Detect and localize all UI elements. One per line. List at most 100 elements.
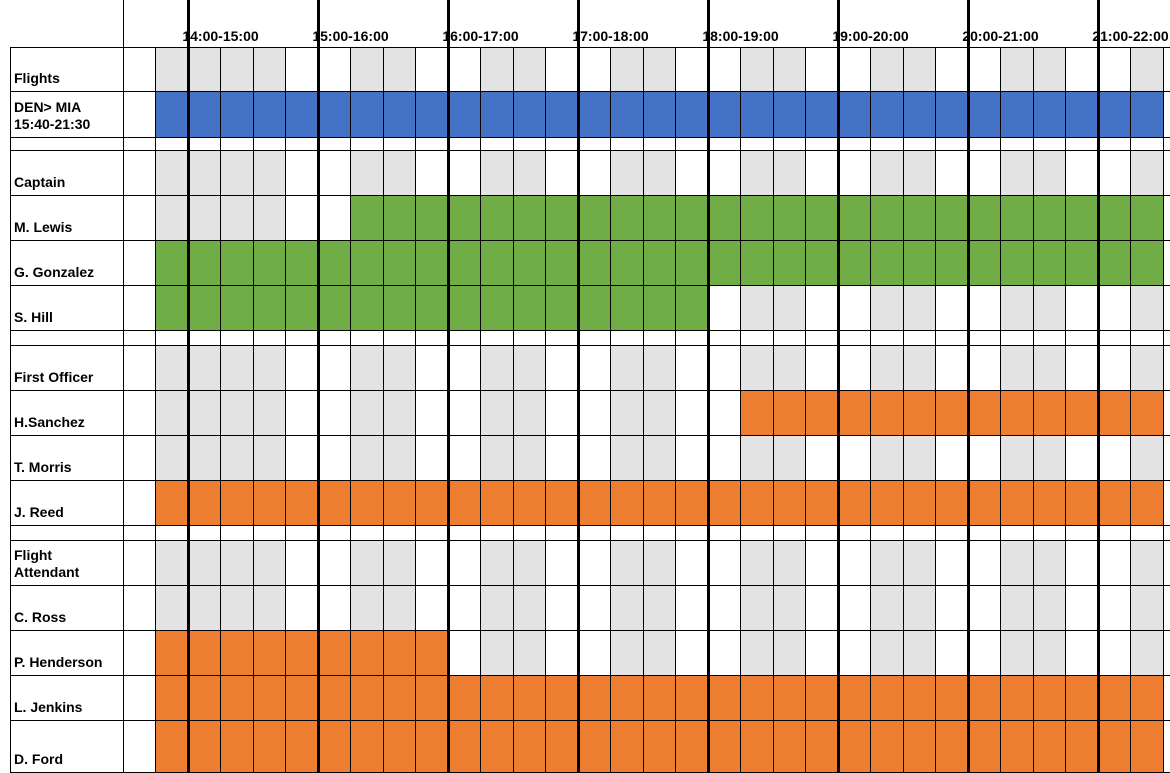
schedule-cell (708, 285, 741, 330)
schedule-cell (968, 137, 1001, 150)
schedule-cell (221, 390, 254, 435)
schedule-cell (481, 435, 514, 480)
schedule-cell (156, 480, 189, 525)
schedule-cell (968, 345, 1001, 390)
schedule-cell (123, 195, 156, 240)
schedule-cell (286, 720, 319, 772)
schedule-cell (513, 540, 546, 585)
schedule-cell (643, 480, 676, 525)
schedule-cell (741, 150, 774, 195)
schedule-cell (838, 195, 871, 240)
schedule-cell (838, 390, 871, 435)
schedule-cell (773, 137, 806, 150)
schedule-cell (676, 240, 709, 285)
schedule-cell (513, 47, 546, 91)
schedule-cell (253, 285, 286, 330)
schedule-cell (1066, 675, 1099, 720)
schedule-cell (1098, 345, 1131, 390)
schedule-cell (351, 540, 384, 585)
schedule-cell (773, 585, 806, 630)
schedule-cell (676, 630, 709, 675)
schedule-cell (286, 540, 319, 585)
schedule-cell (1033, 345, 1066, 390)
schedule-cell (741, 630, 774, 675)
schedule-cell (286, 585, 319, 630)
grid-vline (123, 0, 124, 772)
schedule-cell (156, 195, 189, 240)
schedule-cell (513, 330, 546, 345)
schedule-cell (611, 525, 644, 540)
schedule-cell (448, 480, 481, 525)
schedule-cell (773, 720, 806, 772)
schedule-cell (481, 525, 514, 540)
schedule-cell (481, 330, 514, 345)
schedule-cell (286, 330, 319, 345)
schedule-cell (546, 720, 579, 772)
schedule-cell (416, 195, 449, 240)
schedule-cell (123, 91, 156, 137)
schedule-cell (1033, 390, 1066, 435)
schedule-cell (676, 195, 709, 240)
schedule-cell (416, 345, 449, 390)
schedule-cell (611, 390, 644, 435)
schedule-cell (318, 330, 351, 345)
schedule-cell (741, 240, 774, 285)
schedule-cell (936, 137, 969, 150)
schedule-cell (1066, 330, 1099, 345)
schedule-cell (1098, 720, 1131, 772)
schedule-cell (871, 585, 904, 630)
schedule-cell (351, 91, 384, 137)
grid-vline (610, 47, 611, 772)
schedule-cell (676, 330, 709, 345)
schedule-cell (481, 91, 514, 137)
schedule-cell (936, 345, 969, 390)
schedule-cell (123, 675, 156, 720)
schedule-cell (1066, 345, 1099, 390)
schedule-cell (643, 150, 676, 195)
schedule-cell (123, 47, 156, 91)
schedule-cell (1001, 540, 1034, 585)
row-label: M. Lewis (14, 219, 72, 236)
schedule-cell (383, 330, 416, 345)
hour-header: 15:00-16:00 (286, 28, 416, 44)
schedule-cell (578, 390, 611, 435)
schedule-cell (578, 91, 611, 137)
schedule-cell (123, 345, 156, 390)
schedule-cell (676, 675, 709, 720)
schedule-cell (351, 345, 384, 390)
schedule-cell (448, 435, 481, 480)
schedule-cell (773, 47, 806, 91)
schedule-cell (351, 585, 384, 630)
schedule-cell (221, 285, 254, 330)
schedule-cell (253, 137, 286, 150)
schedule-cell (578, 525, 611, 540)
schedule-cell (546, 675, 579, 720)
schedule-cell (578, 585, 611, 630)
schedule-cell (481, 137, 514, 150)
schedule-cell (936, 675, 969, 720)
schedule-cell (1001, 585, 1034, 630)
schedule-cell (383, 47, 416, 91)
grid-vline (317, 0, 320, 772)
schedule-cell (773, 91, 806, 137)
schedule-cell (773, 435, 806, 480)
schedule-cell (676, 345, 709, 390)
schedule-cell (253, 720, 286, 772)
grid-hline (10, 330, 1170, 331)
schedule-cell (156, 330, 189, 345)
schedule-cell (773, 150, 806, 195)
schedule-cell (643, 540, 676, 585)
schedule-cell (871, 91, 904, 137)
schedule-cell (253, 390, 286, 435)
schedule-cell (383, 285, 416, 330)
schedule-cell (416, 240, 449, 285)
schedule-cell (1131, 91, 1164, 137)
schedule-cell (156, 585, 189, 630)
schedule-cell (1131, 150, 1164, 195)
schedule-cell (383, 675, 416, 720)
schedule-cell (351, 150, 384, 195)
schedule-cell (351, 525, 384, 540)
schedule-cell (1033, 240, 1066, 285)
schedule-cell (1131, 480, 1164, 525)
schedule-cell (123, 540, 156, 585)
